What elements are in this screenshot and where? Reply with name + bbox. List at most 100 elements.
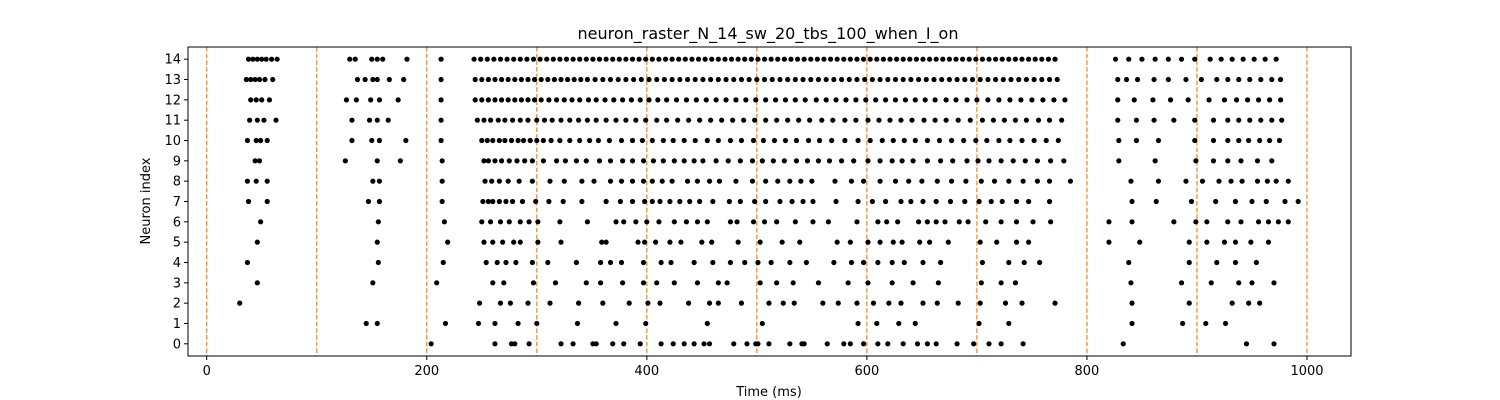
spike-point [506,219,512,225]
spike-point [497,300,504,306]
spike-point [596,158,603,164]
spike-point [1029,97,1035,103]
spike-point [1276,137,1283,144]
spike-point [1192,56,1198,62]
spike-point [1243,341,1250,347]
spike-point [438,56,444,62]
spike-point [481,239,487,245]
spike-point [342,158,348,164]
spike-point [1115,76,1121,83]
spike-point [931,76,937,83]
spike-point [713,158,719,164]
spike-point [584,117,591,123]
spike-point [1178,280,1185,286]
spike-point [876,117,882,123]
spike-point [258,219,264,225]
spike-point [914,341,921,347]
spike-point [759,320,765,327]
spike-point [746,76,752,83]
y-tick-label: 14 [164,53,181,68]
spike-point [1012,117,1019,123]
spike-point [1233,97,1240,103]
spike-point [1126,259,1132,266]
spike-point [965,219,971,225]
spike-point [509,198,516,205]
spike-point [438,137,444,144]
spike-point [1277,97,1284,103]
spike-point [1040,97,1046,103]
spike-point [1249,280,1255,286]
spike-point [611,97,617,103]
spike-point [254,117,260,123]
spike-point [796,117,802,123]
spike-point [1131,97,1137,103]
spike-point [595,137,602,144]
spike-point [998,158,1004,164]
spike-point [953,56,959,62]
spike-point [546,198,552,205]
spike-point [245,198,252,205]
spike-point [1016,76,1022,83]
spike-point [1051,97,1057,103]
spike-point [620,280,626,286]
spike-point [901,137,907,144]
spike-point [774,219,780,225]
spike-point [1207,56,1213,62]
spike-point [1273,56,1279,62]
spike-point [598,259,604,266]
spike-point [1225,76,1231,83]
spike-point [772,97,779,103]
x-axis-ticks: 0 200 400 600 800 1000 [203,356,1324,379]
spike-point [867,56,873,62]
spike-point [603,239,609,245]
spike-point [668,259,674,266]
spike-point [256,158,263,164]
spike-point [354,76,361,83]
spike-point [1236,280,1242,286]
spike-point [735,239,741,245]
spike-point [998,219,1004,225]
spike-point [848,259,855,266]
spike-point [686,117,692,123]
spike-point [476,300,483,306]
spike-point [479,76,485,83]
spike-point [723,97,729,103]
spike-point [538,76,544,83]
spike-point [558,341,564,347]
spike-point [525,97,531,103]
spike-point [1269,158,1275,164]
spike-point [978,280,984,286]
spike-point [1238,158,1244,164]
spike-point [577,97,583,103]
spike-point [753,97,759,103]
spike-point [1006,259,1012,266]
spike-point [792,219,798,225]
spike-point [900,56,906,62]
spike-point [1236,117,1242,123]
spike-point [754,76,760,83]
spike-point [737,198,743,205]
spike-point [534,320,540,327]
spike-point [940,56,946,62]
spike-point [1203,320,1209,327]
spike-point [1251,56,1257,62]
spike-point [558,239,564,245]
spike-point [386,76,392,83]
spike-point [715,137,721,144]
spike-point [912,97,918,103]
spike-point [660,137,666,144]
spike-point [920,300,926,306]
spike-point [263,56,269,62]
spike-point [955,300,961,306]
spike-point [874,56,880,62]
spike-point [557,137,563,144]
y-tick-label: 9 [173,154,181,169]
spike-point [1129,320,1135,327]
spike-point [735,56,741,62]
spike-point [579,178,585,184]
spike-point [374,56,380,62]
spike-point [485,97,491,103]
spike-point [623,56,629,62]
spike-point [854,56,860,62]
spike-point [1232,259,1239,266]
